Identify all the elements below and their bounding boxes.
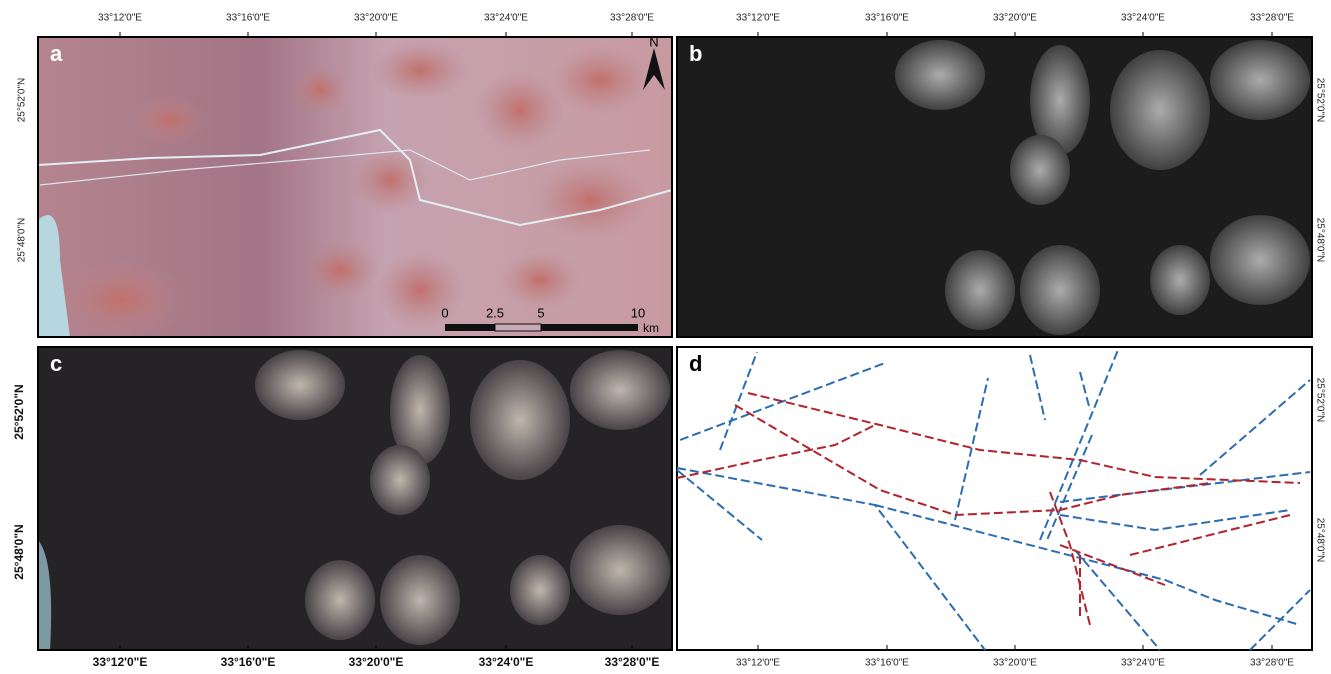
scale-label: 0 (441, 305, 448, 320)
x-coordinate-label: 33°24'0"E (1121, 658, 1165, 669)
panel-c-image (38, 347, 672, 650)
x-coordinate-label: 33°24'0"E (479, 655, 534, 669)
y-coordinate-label: 25°52'0"N (1314, 78, 1325, 123)
scale-unit: km (643, 321, 659, 335)
scale-bar (445, 324, 638, 331)
x-coordinate-label: 33°16'0"E (226, 13, 270, 24)
panel-label: d (689, 351, 702, 376)
x-coordinate-label: 33°24'0"E (484, 13, 528, 24)
y-coordinate-label: 25°52'0"N (12, 384, 26, 439)
panel-label: b (689, 41, 702, 66)
north-label: N (649, 34, 658, 49)
x-coordinate-label: 33°28'0"E (605, 655, 660, 669)
y-coordinate-label: 25°48'0"N (17, 218, 28, 263)
panel-a-image (38, 37, 672, 340)
y-coordinate-label: 25°48'0"N (1314, 218, 1325, 263)
x-coordinate-label: 33°12'0"E (736, 13, 780, 24)
panel-label: c (50, 351, 62, 376)
y-coordinate-label: 25°48'0"N (1314, 518, 1325, 563)
x-coordinate-label: 33°28'0"E (610, 13, 654, 24)
x-coordinate-label: 33°20'0"E (349, 655, 404, 669)
x-coordinate-label: 33°20'0"E (993, 658, 1037, 669)
panel-label: a (50, 41, 63, 66)
x-coordinate-label: 33°20'0"E (354, 13, 398, 24)
x-coordinate-label: 33°16'0"E (865, 658, 909, 669)
x-coordinate-label: 33°28'0"E (1250, 13, 1294, 24)
x-coordinate-label: 33°16'0"E (865, 13, 909, 24)
scale-label: 2.5 (486, 305, 504, 320)
x-coordinate-label: 33°12'0"E (93, 655, 148, 669)
x-coordinate-label: 33°28'0"E (1250, 658, 1294, 669)
x-coordinate-label: 33°20'0"E (993, 13, 1037, 24)
x-coordinate-label: 33°12'0"E (98, 13, 142, 24)
scale-label: 5 (537, 305, 544, 320)
x-coordinate-label: 33°24'0"E (1121, 13, 1165, 24)
y-coordinate-label: 25°52'0"N (17, 78, 28, 123)
x-coordinate-label: 33°12'0"E (736, 658, 780, 669)
panel-frame (677, 347, 1312, 650)
y-coordinate-label: 25°48'0"N (12, 524, 26, 579)
scale-label: 10 (631, 305, 645, 320)
y-coordinate-label: 25°52'0"N (1314, 378, 1325, 423)
panel-b-image (677, 37, 1312, 337)
x-coordinate-label: 33°16'0"E (221, 655, 276, 669)
figure: N (0, 0, 1331, 674)
